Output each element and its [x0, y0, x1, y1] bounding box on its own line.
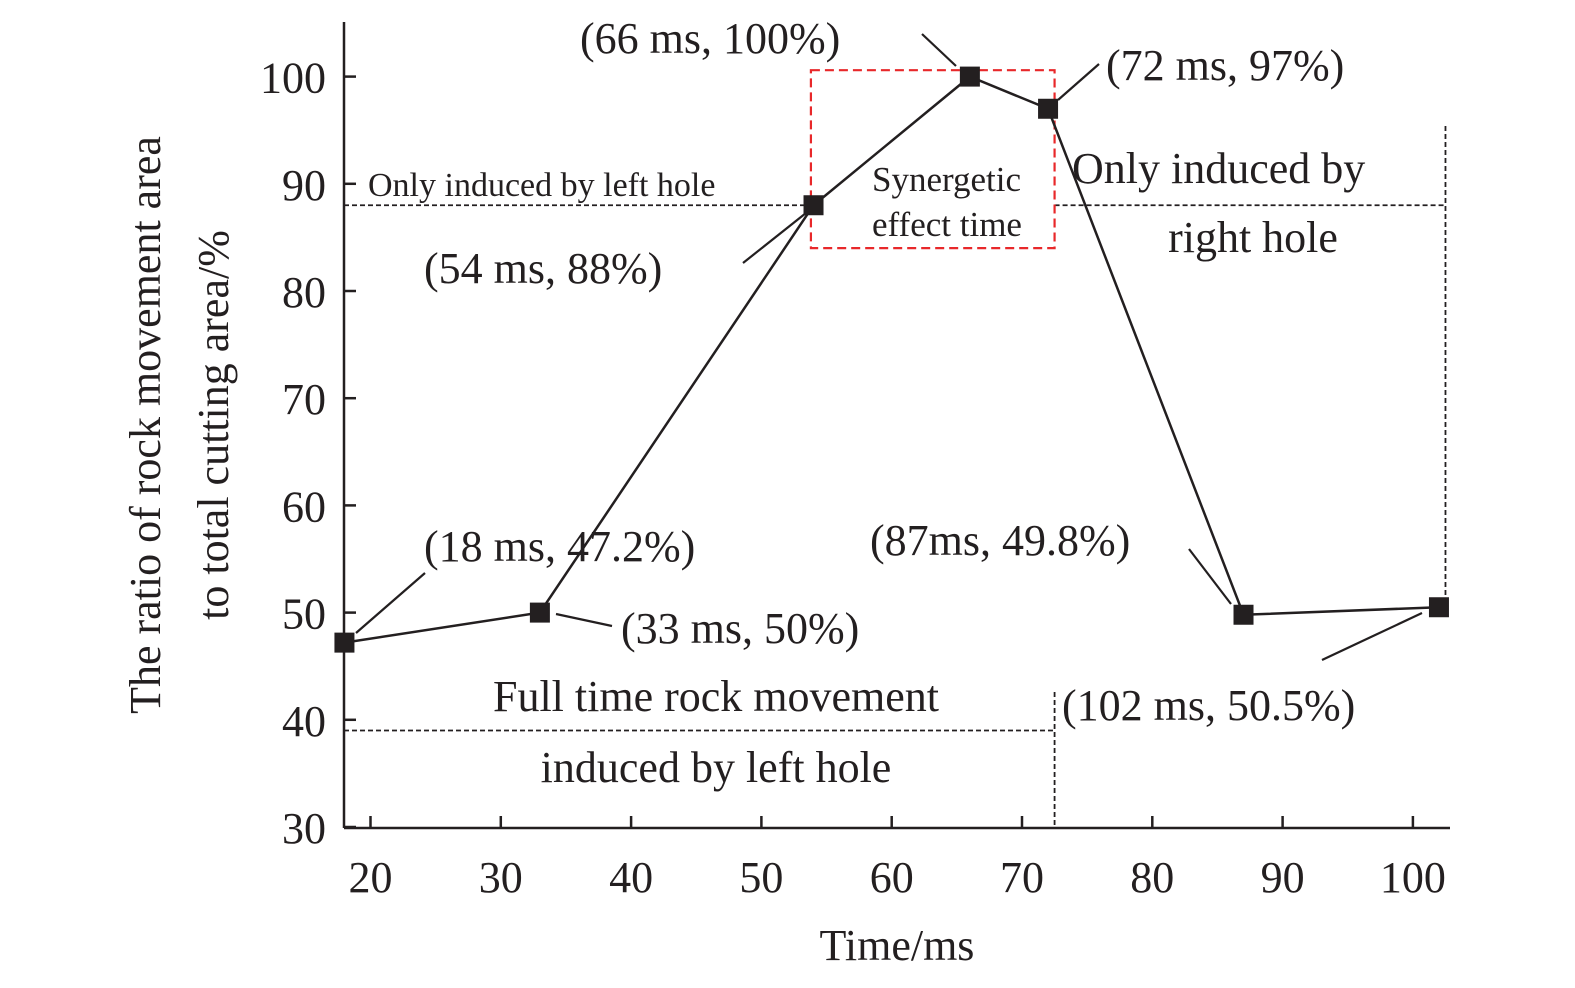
annotation-full-time-line-2: induced by left hole	[541, 743, 892, 792]
annotation-right-hole-line-1: Only induced by	[1072, 144, 1365, 193]
y-axis-title-line-1: The ratio of rock movement area	[121, 136, 170, 714]
y-tick-label: 90	[282, 161, 326, 210]
annotation-left-hole-only: Only induced by left hole	[368, 167, 715, 204]
leader-line	[1188, 548, 1232, 605]
data-point-marker	[1038, 98, 1059, 119]
data-point-marker	[959, 66, 980, 87]
y-axis-title-line-2: to total cutting area/%	[189, 230, 238, 620]
y-tick-label: 100	[260, 54, 326, 103]
x-tick-label: 60	[870, 853, 914, 902]
annotation-synergetic-line-2: effect time	[872, 205, 1022, 244]
data-point-label: (72 ms, 97%)	[1106, 41, 1344, 90]
annotation-synergetic-line-1: Synergetic	[872, 160, 1021, 199]
data-point-label: (66 ms, 100%)	[580, 14, 840, 63]
y-tick-label: 50	[282, 590, 326, 639]
data-point-label: (87ms, 49.8%)	[870, 516, 1130, 565]
data-point-label: (33 ms, 50%)	[621, 604, 859, 653]
x-axis-title: Time/ms	[820, 921, 975, 970]
y-tick-label: 40	[282, 697, 326, 746]
data-point-label: (102 ms, 50.5%)	[1062, 681, 1355, 730]
axes: 30 40 50 60 70 80 90 100 20 30 40 50 60 70 80 90 100	[260, 22, 1450, 902]
y-tick-label: 80	[282, 268, 326, 317]
x-tick-label: 20	[349, 853, 393, 902]
data-point-label: (18 ms, 47.2%)	[424, 522, 695, 571]
y-tick-label: 70	[282, 375, 326, 424]
labels-layer: (18 ms, 47.2%) (33 ms, 50%) (54 ms, 88%) (6…	[424, 14, 1355, 730]
leader-line	[1057, 63, 1100, 101]
y-tick-label: 60	[282, 482, 326, 531]
data-point-marker	[1233, 604, 1254, 625]
data-point-marker	[334, 632, 355, 653]
x-tick-label: 70	[1000, 853, 1044, 902]
reference-lines	[344, 126, 1447, 828]
data-point-label: (54 ms, 88%)	[424, 244, 662, 293]
data-point-marker	[803, 195, 824, 216]
leader-line	[921, 33, 957, 67]
series-layer	[334, 66, 1449, 653]
x-tick-label: 90	[1261, 853, 1305, 902]
x-tick-label: 100	[1380, 853, 1446, 902]
leader-lines	[355, 33, 1423, 661]
annotation-right-hole-line-2: right hole	[1168, 213, 1338, 262]
leader-line	[1321, 612, 1423, 661]
x-tick-label: 40	[609, 853, 653, 902]
y-tick-label: 30	[282, 804, 326, 853]
leader-line	[742, 212, 807, 264]
leader-line	[555, 612, 613, 628]
data-point-marker	[529, 602, 550, 623]
x-tick-label: 50	[739, 853, 783, 902]
leader-line	[355, 572, 426, 634]
data-point-marker	[1428, 597, 1449, 618]
x-tick-label: 80	[1130, 853, 1174, 902]
x-tick-label: 30	[479, 853, 523, 902]
annotation-full-time-line-1: Full time rock movement	[493, 672, 939, 721]
